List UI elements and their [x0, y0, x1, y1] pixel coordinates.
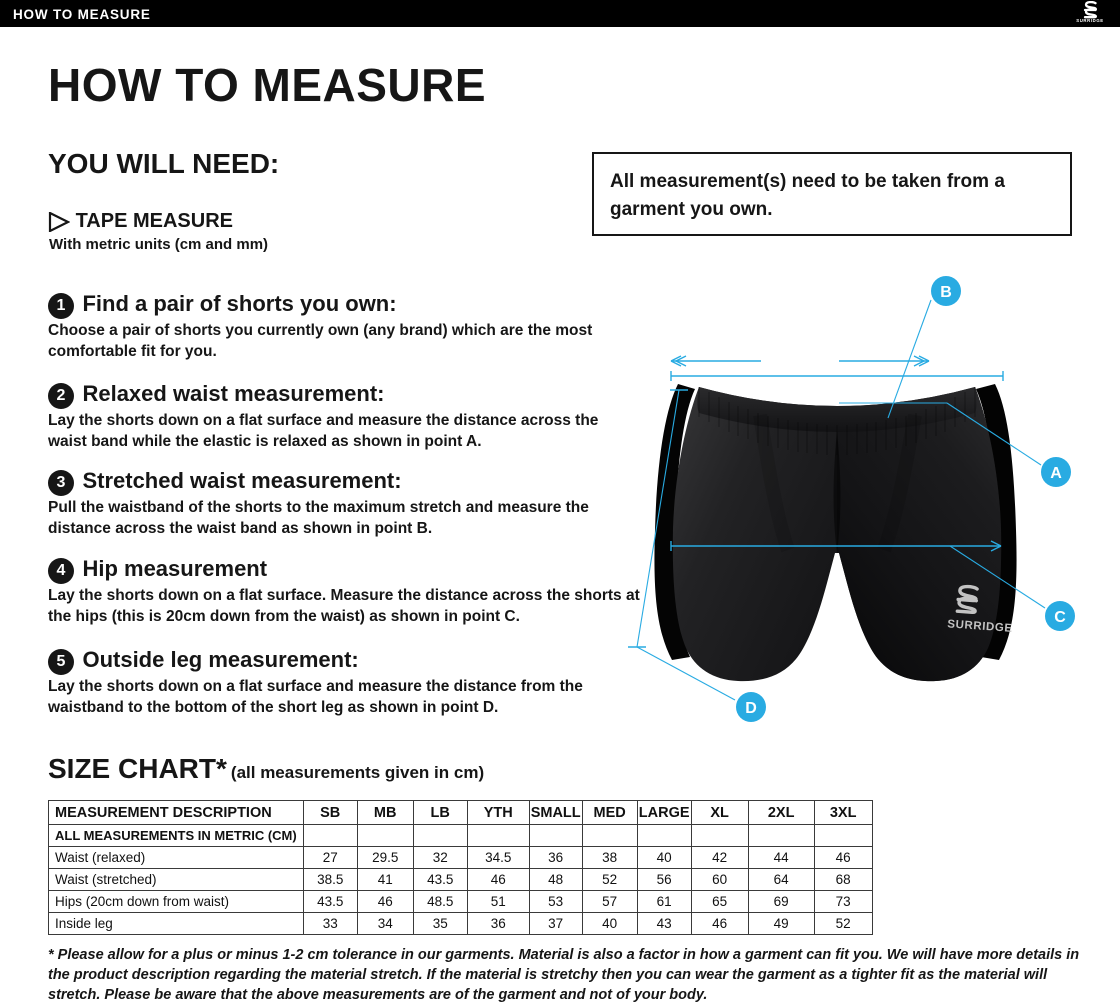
- svg-text:B: B: [940, 284, 952, 301]
- svg-text:D: D: [745, 700, 757, 717]
- svg-text:C: C: [1054, 609, 1066, 626]
- svg-text:A: A: [1050, 465, 1062, 482]
